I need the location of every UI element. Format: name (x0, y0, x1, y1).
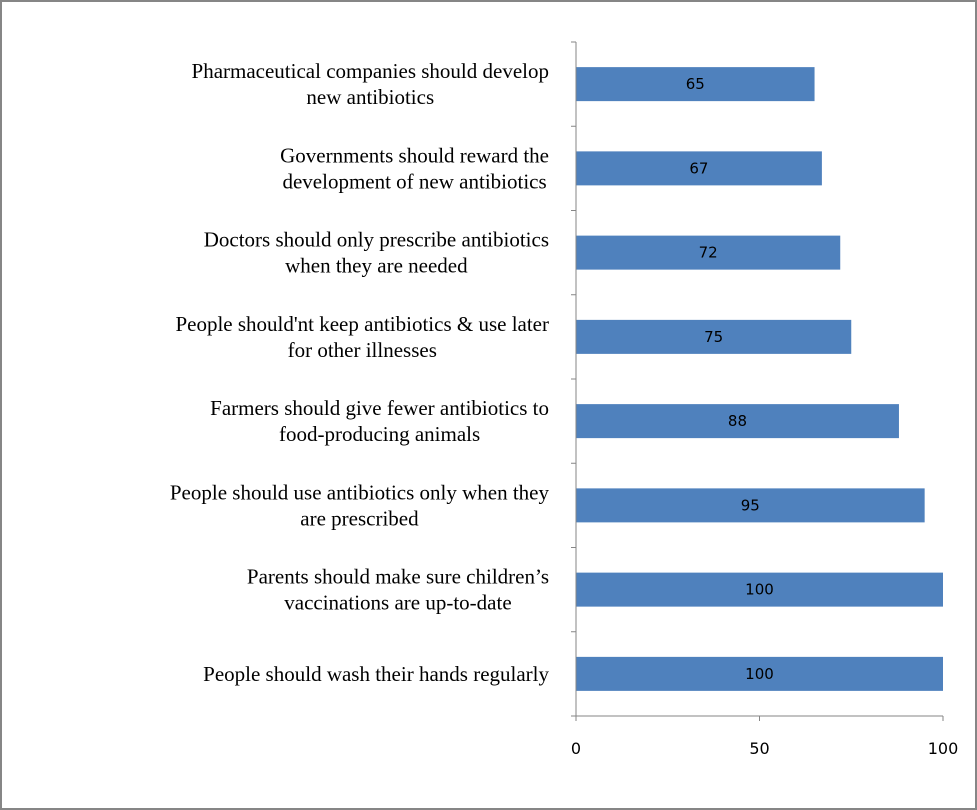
category-label-line: Parents should make sure children’s (247, 565, 549, 589)
data-label: 88 (728, 412, 747, 430)
category-label-line: Pharmaceutical companies should develop (192, 59, 549, 83)
bar (576, 235, 841, 270)
bar (576, 404, 899, 439)
category-label: People should use antibiotics only when … (170, 480, 550, 530)
category-label-line: vaccinations are up-to-date (284, 591, 511, 615)
x-tick-label: 100 (928, 739, 959, 758)
bar (576, 572, 943, 607)
category-label-line: Farmers should give fewer antibiotics to (210, 396, 549, 420)
data-label: 67 (689, 159, 708, 177)
category-label-line: when they are needed (285, 254, 468, 278)
data-label: 95 (741, 496, 760, 514)
data-label: 100 (745, 665, 774, 683)
category-label-line: Doctors should only prescribe antibiotic… (204, 228, 549, 252)
category-label-line: People should wash their hands regularly (203, 662, 549, 686)
data-label: 75 (704, 328, 723, 346)
x-tick-label: 0 (571, 739, 581, 758)
bar (576, 656, 943, 691)
bar (576, 67, 815, 102)
data-label: 65 (686, 75, 705, 93)
category-label-line: Governments should reward the (280, 143, 549, 167)
category-label: People should'nt keep antibiotics & use … (175, 312, 549, 362)
category-label-line: food-producing animals (279, 422, 480, 446)
data-label: 72 (699, 244, 718, 262)
bar (576, 151, 822, 186)
category-label-line: People should'nt keep antibiotics & use … (175, 312, 549, 336)
labels-group: 65 Pharmaceutical companies should develo… (170, 59, 774, 686)
category-label: Pharmaceutical companies should develop n… (192, 59, 549, 109)
data-label: 100 (745, 581, 774, 599)
category-label-line: People should use antibiotics only when … (170, 480, 550, 504)
x-tick-label: 50 (749, 739, 769, 758)
category-label: Doctors should only prescribe antibiotic… (204, 228, 549, 278)
bars-group (576, 67, 943, 691)
category-label-line: are prescribed (300, 506, 419, 530)
category-label-line: for other illnesses (288, 338, 437, 362)
category-label: People should wash their hands regularly (203, 662, 549, 686)
bar (576, 319, 852, 354)
axes-group: 0 50 100 (571, 41, 959, 758)
category-label-line: development of new antibiotics (282, 169, 546, 193)
bar (576, 488, 925, 523)
category-label-line: new antibiotics (306, 85, 434, 109)
category-label: Governments should reward the development… (280, 143, 549, 193)
category-label: Farmers should give fewer antibiotics to… (210, 396, 549, 446)
category-label: Parents should make sure children’s vacci… (247, 565, 549, 615)
